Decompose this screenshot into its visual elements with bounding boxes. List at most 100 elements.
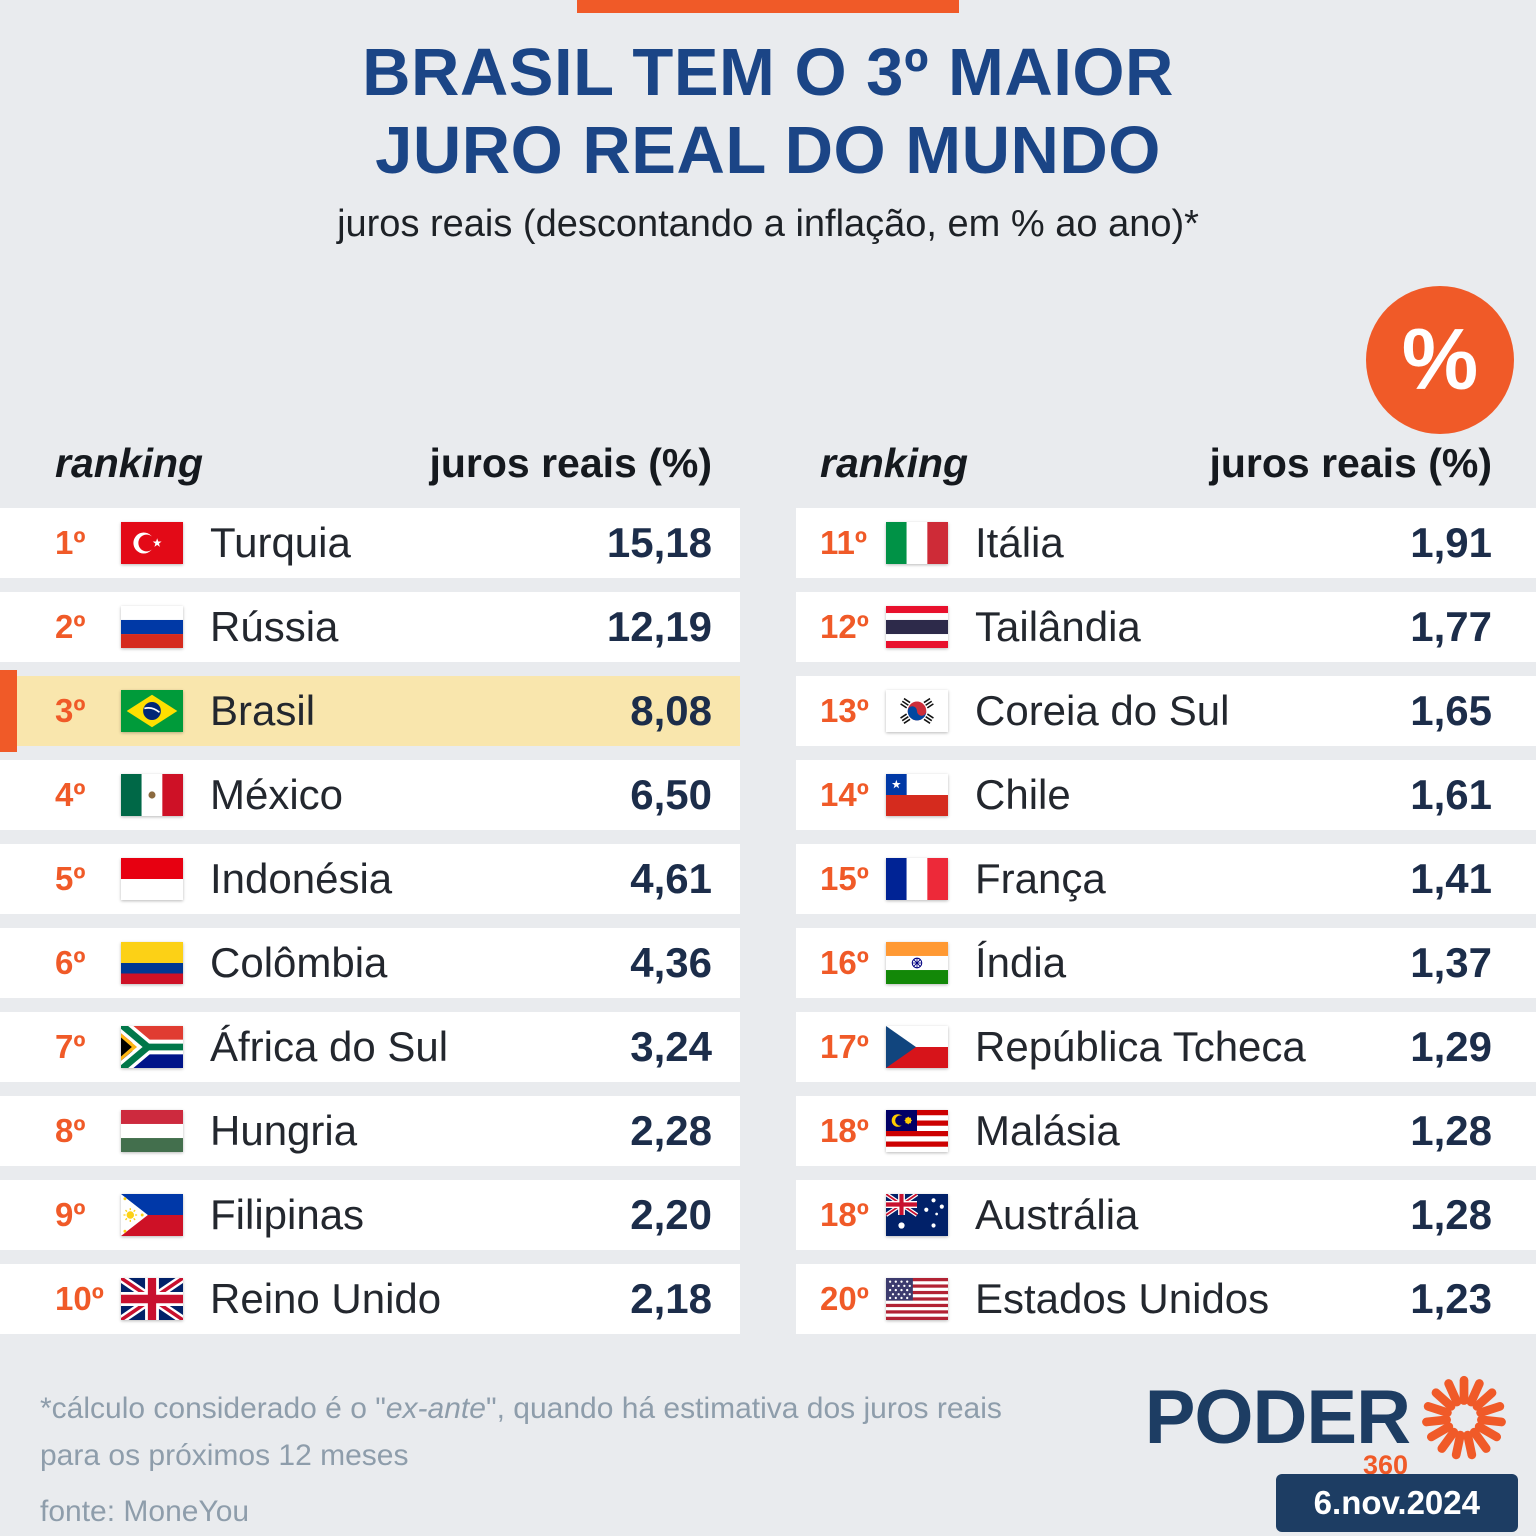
flag-co-icon bbox=[121, 942, 183, 984]
rank-label: 18º bbox=[820, 1112, 869, 1149]
flag-tr-icon bbox=[121, 522, 183, 564]
rank-label: 5º bbox=[55, 860, 86, 897]
table-row: 18º Malásia 1,28 bbox=[796, 1096, 1536, 1166]
flag-ru-icon bbox=[121, 606, 183, 648]
flag-kr-icon bbox=[886, 690, 948, 732]
page-subtitle: juros reais (descontando a inflação, em … bbox=[337, 202, 1199, 245]
footnotes: *cálculo considerado é o "ex-ante", quan… bbox=[40, 1386, 1002, 1536]
country-name: Reino Unido bbox=[210, 1275, 442, 1322]
table-row: 6º Colômbia 4,36 bbox=[0, 928, 740, 998]
rank-label: 12º bbox=[820, 608, 869, 645]
flag-it-icon bbox=[886, 522, 948, 564]
flag-id-icon bbox=[121, 858, 183, 900]
flag-hu-icon bbox=[121, 1110, 183, 1152]
country-name: Estados Unidos bbox=[975, 1275, 1270, 1322]
country-name: Hungria bbox=[210, 1107, 358, 1154]
table-row: 8º Hungria 2,28 bbox=[0, 1096, 740, 1166]
country-name: Malásia bbox=[975, 1107, 1120, 1154]
flag-cz-icon bbox=[886, 1026, 948, 1068]
flag-us-icon bbox=[886, 1278, 948, 1320]
country-name: Tailândia bbox=[975, 603, 1141, 650]
interest-rate-value: 6,50 bbox=[630, 771, 712, 818]
country-name: Chile bbox=[975, 771, 1071, 818]
interest-rate-value: 1,65 bbox=[1410, 687, 1492, 734]
header: BRASIL TEM O 3º MAIOR JURO REAL DO MUNDO… bbox=[0, 34, 1536, 246]
footnote-text: ", quando há estimativa dos juros reais bbox=[485, 1392, 1002, 1425]
column-header-ranking: ranking bbox=[820, 440, 969, 486]
table-row: 18º Austrália 1,28 bbox=[796, 1180, 1536, 1250]
rank-label: 9º bbox=[55, 1196, 86, 1233]
page-title-line-2: JURO REAL DO MUNDO bbox=[375, 113, 1161, 189]
rank-label: 13º bbox=[820, 692, 869, 729]
interest-rate-value: 2,28 bbox=[630, 1107, 712, 1154]
rank-label: 11º bbox=[820, 524, 867, 561]
interest-rate-value: 4,61 bbox=[630, 855, 712, 902]
rows-left: 1º Turquia 15,18 2º Rússia 12,19 3º Brasil 8,08 4… bbox=[0, 508, 740, 1334]
table-header-right: ranking juros reais (%) bbox=[796, 440, 1536, 494]
table-row: 9º Filipinas 2,20 bbox=[0, 1180, 740, 1250]
rank-label: 1º bbox=[55, 524, 86, 561]
rank-label: 2º bbox=[55, 608, 86, 645]
table-row: 15º França 1,41 bbox=[796, 844, 1536, 914]
country-name: Brasil bbox=[210, 687, 316, 734]
flag-mx-icon bbox=[121, 774, 183, 816]
country-name: África do Sul bbox=[210, 1023, 449, 1070]
rank-label: 3º bbox=[55, 692, 86, 729]
flag-ph-icon bbox=[121, 1194, 183, 1236]
ranking-table-left: ranking juros reais (%) 1º Turquia 15,18 2º… bbox=[0, 440, 740, 1334]
table-row: 12º Tailândia 1,77 bbox=[796, 592, 1536, 662]
country-name: França bbox=[975, 855, 1106, 902]
interest-rate-value: 1,61 bbox=[1410, 771, 1492, 818]
country-name: Austrália bbox=[975, 1191, 1139, 1238]
country-name: Itália bbox=[975, 519, 1064, 566]
table-row: 3º Brasil 8,08 bbox=[0, 670, 740, 752]
country-name: México bbox=[210, 771, 344, 818]
date-badge: 6.nov.2024 bbox=[1275, 1474, 1518, 1532]
poder360-logo: PODER 360 bbox=[1145, 1372, 1510, 1480]
interest-rate-value: 3,24 bbox=[630, 1023, 712, 1070]
country-name: Filipinas bbox=[210, 1191, 365, 1238]
table-row: 10º Reino Unido 2,18 bbox=[0, 1264, 740, 1334]
table-row: 13º Coreia do Sul 1,65 bbox=[796, 676, 1536, 746]
interest-rate-value: 8,08 bbox=[630, 687, 712, 734]
top-accent-bar bbox=[577, 0, 959, 13]
table-row: 11º Itália 1,91 bbox=[796, 508, 1536, 578]
table-row: 4º México 6,50 bbox=[0, 760, 740, 830]
rank-label: 8º bbox=[55, 1112, 86, 1149]
rank-label: 10º bbox=[55, 1280, 104, 1317]
column-header-value: juros reais (%) bbox=[1209, 440, 1492, 486]
interest-rate-value: 1,28 bbox=[1410, 1107, 1492, 1154]
flag-in-icon bbox=[886, 942, 948, 984]
footnote-text: *cálculo considerado é o " bbox=[40, 1392, 386, 1425]
rank-label: 4º bbox=[55, 776, 86, 813]
country-name: Colômbia bbox=[210, 939, 388, 986]
flag-cl-icon bbox=[886, 774, 948, 816]
ranking-tables: ranking juros reais (%) 1º Turquia 15,18 2º… bbox=[0, 440, 1536, 1334]
country-name: República Tcheca bbox=[975, 1023, 1306, 1070]
rank-label: 17º bbox=[820, 1028, 869, 1065]
flag-fr-icon bbox=[886, 858, 948, 900]
flag-my-icon bbox=[886, 1110, 948, 1152]
flag-za-icon bbox=[121, 1026, 183, 1068]
table-row: 16º Índia 1,37 bbox=[796, 928, 1536, 998]
interest-rate-value: 1,91 bbox=[1410, 519, 1492, 566]
interest-rate-value: 1,28 bbox=[1410, 1191, 1492, 1238]
column-header-value: juros reais (%) bbox=[429, 440, 712, 486]
table-row: 17º República Tcheca 1,29 bbox=[796, 1012, 1536, 1082]
interest-rate-value: 1,37 bbox=[1410, 939, 1492, 986]
source-label: fonte: MoneYou bbox=[40, 1495, 250, 1528]
interest-rate-value: 15,18 bbox=[606, 519, 712, 566]
rank-label: 6º bbox=[55, 944, 86, 981]
percent-badge: % bbox=[1366, 286, 1514, 434]
rank-label: 15º bbox=[820, 860, 869, 897]
interest-rate-value: 1,77 bbox=[1410, 603, 1492, 650]
flag-th-icon bbox=[886, 606, 948, 648]
page-title-line-1: BRASIL TEM O 3º MAIOR bbox=[362, 35, 1174, 110]
rank-label: 18º bbox=[820, 1196, 869, 1233]
flag-br-icon bbox=[121, 690, 183, 732]
rows-right: 11º Itália 1,91 12º Tailândia 1,77 13º Coreia d… bbox=[796, 508, 1536, 1334]
sunburst-icon bbox=[1418, 1375, 1510, 1464]
interest-rate-value: 4,36 bbox=[630, 939, 712, 986]
footnote-italic-term: ex-ante bbox=[385, 1392, 486, 1425]
